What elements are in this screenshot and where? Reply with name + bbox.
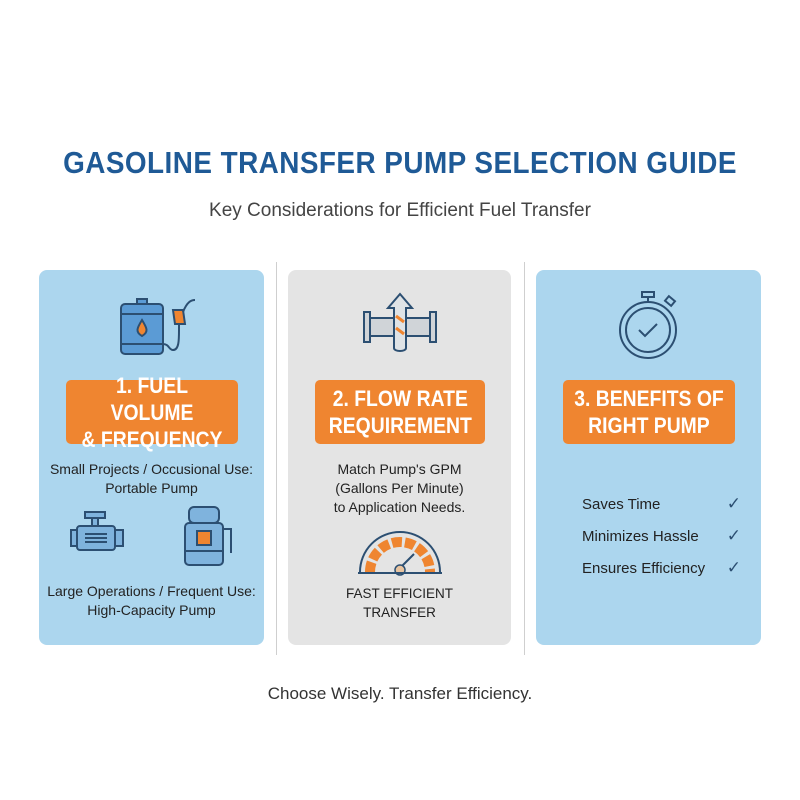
check-icon: ✓ [726,526,741,545]
page-subtitle: Key Considerations for Efficient Fuel Tr… [209,200,591,221]
page-title: GASOLINE TRANSFER PUMP SELECTION GUIDE [63,145,737,180]
divider [524,262,525,655]
footer-tagline: Choose Wisely. Transfer Efficiency. [267,684,533,703]
check-icon: ✓ [726,558,741,577]
speed-gauge-icon [357,531,442,576]
card-heading-badge: 3. BENEFITS OF RIGHT PUMP [563,380,735,444]
card-heading: 2. FLOW RATE REQUIREMENT [328,386,472,438]
small-use-text: Small Projects / Occusional Use: Portabl… [49,461,254,496]
card-flow-rate: 2. FLOW RATE REQUIREMENT Match Pump's GP… [288,270,511,645]
high-capacity-pump-icon [184,506,232,566]
gpm-text: Match Pump's GPM (Gallons Per Minute) to… [333,461,466,515]
card-heading: 1. FUEL VOLUME & FREQUENCY [81,372,223,452]
divider [276,262,277,655]
benefit-label: Minimizes Hassle [582,527,699,545]
check-icon: ✓ [726,494,741,513]
large-use-text: Large Operations / Frequent Use: High-Ca… [47,583,256,618]
benefit-item: Ensures Efficiency ✓ [582,552,741,584]
card-heading-badge: 1. FUEL VOLUME & FREQUENCY [66,373,238,452]
benefit-label: Ensures Efficiency [582,559,706,577]
fuel-barrel-nozzle-icon [119,298,195,355]
pipe-flow-arrow-icon [362,292,437,352]
card-fuel-volume: 1. FUEL VOLUME & FREQUENCY Small Project… [39,270,264,645]
benefit-label: Saves Time [582,495,661,513]
benefits-list: Saves Time ✓ Minimizes Hassle ✓ Ensures Ef… [582,488,741,584]
card-benefits: 3. BENEFITS OF RIGHT PUMP Saves Time ✓ Mi… [536,270,761,645]
benefit-item: Minimizes Hassle ✓ [582,520,741,552]
card-heading: 3. BENEFITS OF RIGHT PUMP [574,386,724,438]
gauge-label: FAST EFFICIENT TRANSFER [345,586,453,620]
card-heading-badge: 2. FLOW RATE REQUIREMENT [315,380,485,444]
benefit-item: Saves Time ✓ [582,488,741,520]
portable-pump-icon [70,511,124,551]
stopwatch-check-icon [618,291,677,359]
